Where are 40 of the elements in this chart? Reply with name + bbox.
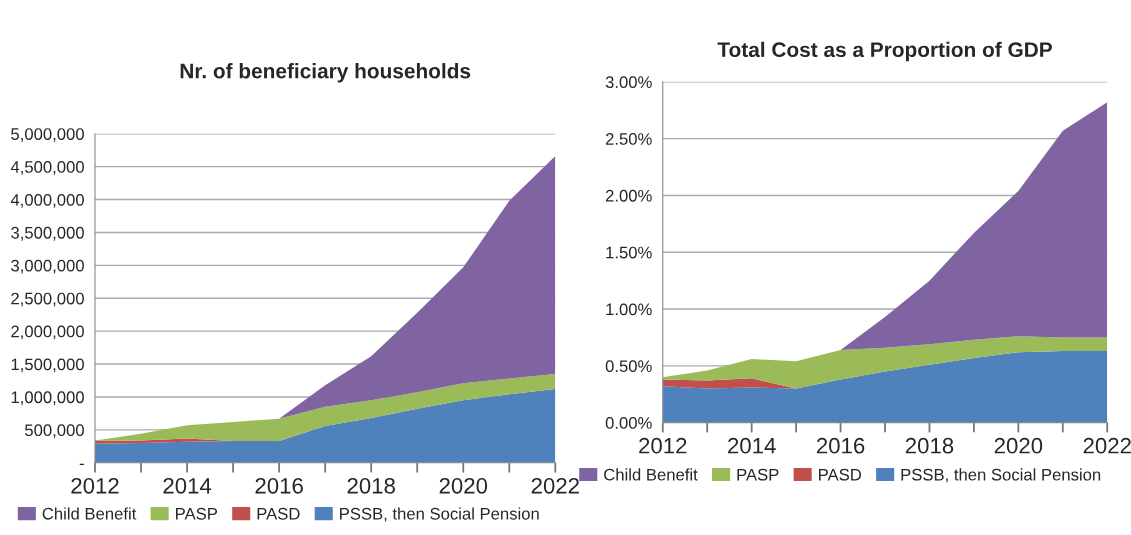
x-tick-label: 2022	[1083, 437, 1131, 454]
y-tick-label: 0.50%	[605, 360, 652, 373]
y-tick-label: 2,000,000	[11, 325, 84, 340]
y-tick-label: 3.00%	[605, 76, 652, 89]
chart-title: Nr. of beneficiary households	[180, 63, 471, 83]
legend-label: PASP	[176, 507, 218, 520]
y-tick-label: 4,500,000	[10, 161, 84, 175]
y-tick-label: 4,000,000	[10, 193, 84, 208]
x-tick-label: 2012	[71, 477, 119, 494]
x-tick-label: 2016	[255, 477, 303, 494]
chart-title: Total Cost as a Proportion of GDP	[717, 41, 1052, 62]
y-tick-label: 3,500,000	[11, 226, 84, 241]
y-tick-label: 500,000	[25, 424, 84, 439]
x-tick-label: 2014	[728, 437, 776, 454]
legend-label: Child Benefit	[42, 507, 137, 520]
x-tick-label: 2014	[163, 477, 212, 494]
y-tick-label: 3,000,000	[11, 259, 84, 274]
x-tick-label: 2022	[531, 477, 579, 494]
y-tick-label: 1.00%	[606, 303, 652, 316]
y-tick-label: 1.50%	[606, 246, 652, 259]
legend-label: PASD	[257, 507, 300, 520]
legend-label: PASP	[737, 468, 779, 481]
y-tick-label: 0.00%	[605, 417, 652, 429]
y-tick-label: 1,500,000	[11, 358, 84, 373]
y-tick-label: 2.50%	[605, 133, 652, 145]
y-tick-label: 1,000,000	[11, 391, 84, 406]
y-tick-label: 2,500,000	[11, 292, 84, 307]
legend-label: Child Benefit	[604, 468, 698, 481]
y-tick-label: 5,000,000	[11, 128, 84, 142]
legend-label: PSSB, then Social Pension	[340, 507, 539, 522]
x-tick-label: 2018	[905, 437, 954, 454]
x-tick-label: 2016	[816, 437, 865, 454]
x-tick-label: 2020	[439, 477, 488, 494]
x-tick-label: 2018	[347, 477, 395, 494]
legend-label: PSSB, then Social Pension	[901, 468, 1101, 483]
x-tick-label: 2012	[639, 437, 687, 454]
legend-label: PASD	[819, 468, 862, 481]
y-tick-label: -	[79, 463, 84, 466]
y-tick-label: 2.00%	[605, 189, 652, 202]
x-tick-label: 2020	[994, 437, 1043, 454]
